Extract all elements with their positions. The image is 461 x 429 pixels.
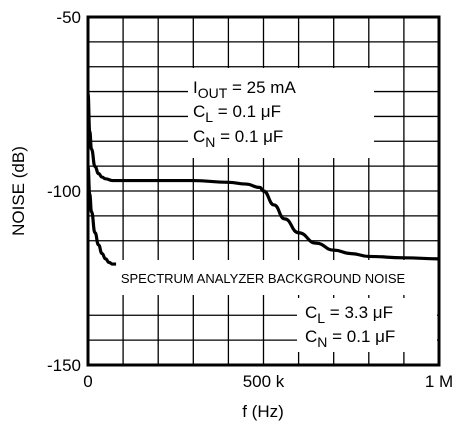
x-tick-label: 500 k <box>243 372 285 391</box>
tick-labels: 0 500 k 1 M -50 -100 -150 <box>47 8 453 391</box>
x-tick-label: 0 <box>83 372 92 391</box>
x-axis-label: f (Hz) <box>242 402 284 421</box>
y-tick-label: -100 <box>47 182 81 201</box>
curve2-annotation-box <box>297 298 437 352</box>
y-tick-label: -150 <box>47 356 81 375</box>
band-label: SPECTRUM ANALYZER BACKGROUND NOISE <box>121 271 406 286</box>
annotation-cl-2: CL = 3.3 μF <box>305 303 393 326</box>
curve1-annotation-box <box>188 68 374 158</box>
noise-curve-1 <box>86 91 440 261</box>
y-tick-label: -50 <box>56 8 81 27</box>
annotation-cl-1: CL = 0.1 μF <box>193 102 281 125</box>
noise-curve-2 <box>86 165 117 266</box>
plot-frame <box>86 15 441 367</box>
x-tick-label: 1 M <box>425 372 453 391</box>
chart-series <box>86 91 440 266</box>
background-noise-band <box>88 260 439 295</box>
annotation-cn-2: CN = 0.1 μF <box>305 327 395 350</box>
annotation-cn-1: CN = 0.1 μF <box>193 127 283 150</box>
y-axis-label: NOISE (dB) <box>9 146 28 236</box>
annotation-iout: IOUT = 25 mA <box>193 78 296 101</box>
